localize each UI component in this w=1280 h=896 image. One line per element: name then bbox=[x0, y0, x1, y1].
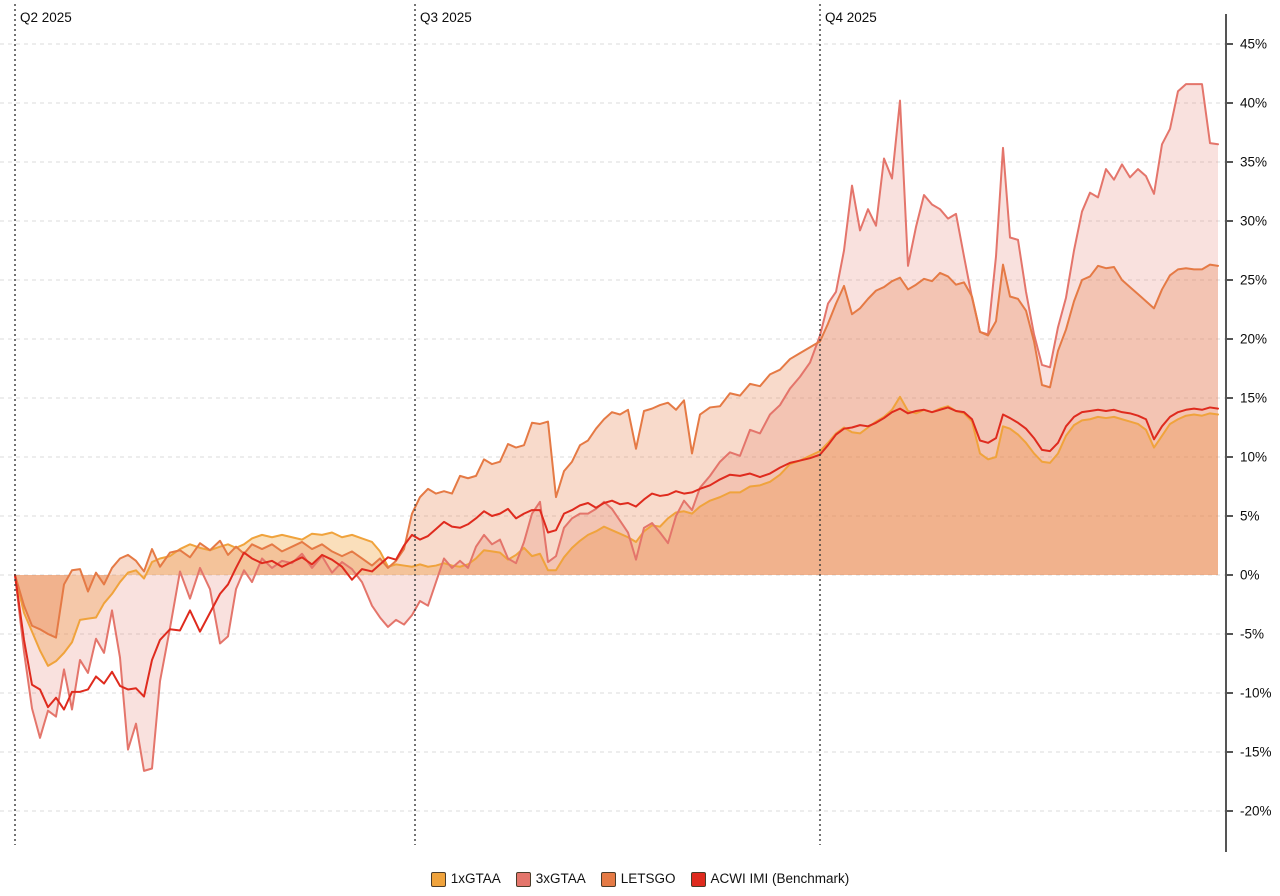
series-line-acwi-imi-benchmark- bbox=[14, 406, 1219, 711]
y-tick-label: 25% bbox=[1240, 273, 1267, 288]
legend-item-letsgo[interactable]: LETSGO bbox=[600, 871, 676, 887]
y-tick-label: 45% bbox=[1240, 37, 1267, 52]
y-tick-label: 20% bbox=[1240, 332, 1267, 347]
y-tick-label: -15% bbox=[1240, 745, 1272, 760]
y-tick-label: 35% bbox=[1240, 155, 1267, 170]
quarter-label: Q3 2025 bbox=[420, 10, 472, 25]
y-tick-label: 40% bbox=[1240, 96, 1267, 111]
performance-chart: Q2 2025 Q3 2025 Q4 2025 45% 40% 35% 30% 25% 20% 1… bbox=[0, 4, 1272, 852]
y-tick-label: 0% bbox=[1240, 568, 1260, 583]
series-area-3xgtaa bbox=[15, 84, 1218, 771]
y-tick-label: -10% bbox=[1240, 686, 1272, 701]
y-tick-label: 15% bbox=[1240, 391, 1267, 406]
legend-swatch-letsgo bbox=[600, 871, 616, 887]
legend-swatch-3xgtaa bbox=[515, 871, 531, 887]
legend-item-1xgtaa[interactable]: 1xGTAA bbox=[430, 871, 501, 887]
y-tick-label: 5% bbox=[1240, 509, 1260, 524]
legend-label-acwi-imi-benchmark: ACWI IMI (Benchmark) bbox=[710, 871, 850, 887]
quarter-label: Q4 2025 bbox=[825, 10, 877, 25]
legend-item-3xgtaa[interactable]: 3xGTAA bbox=[515, 871, 586, 887]
chart-legend: 1xGTAA 3xGTAA LETSGO ACWI IMI (Benchmark) bbox=[0, 864, 1280, 894]
series-line-1xgtaa bbox=[14, 395, 1219, 667]
legend-label-3xgtaa: 3xGTAA bbox=[535, 871, 586, 887]
chart-canvas: Q2 2025 Q3 2025 Q4 2025 45% 40% 35% 30% 25% 20% 1… bbox=[0, 4, 1272, 852]
legend-item-acwi-imi-benchmark[interactable]: ACWI IMI (Benchmark) bbox=[690, 871, 850, 887]
legend-label-letsgo: LETSGO bbox=[620, 871, 676, 887]
series-area-1xgtaa bbox=[15, 396, 1218, 666]
series-area-letsgo bbox=[15, 264, 1218, 638]
series-line-3xgtaa bbox=[14, 83, 1219, 772]
quarter-label: Q2 2025 bbox=[20, 10, 72, 25]
series-line-letsgo bbox=[14, 263, 1219, 639]
y-tick-label: -20% bbox=[1240, 804, 1272, 819]
y-tick-label: 10% bbox=[1240, 450, 1267, 465]
legend-swatch-acwi-imi-benchmark bbox=[690, 871, 706, 887]
legend-swatch-1xgtaa bbox=[430, 871, 446, 887]
legend-label-1xgtaa: 1xGTAA bbox=[450, 871, 501, 887]
y-tick-label: 30% bbox=[1240, 214, 1267, 229]
y-tick-label: -5% bbox=[1240, 627, 1264, 642]
